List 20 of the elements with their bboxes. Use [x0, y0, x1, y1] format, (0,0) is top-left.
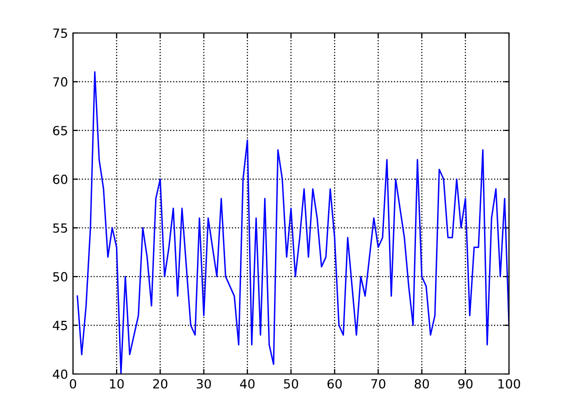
y-tick-label: 60: [53, 174, 68, 184]
x-tick-label: 10: [110, 379, 124, 389]
x-tick-label: 90: [458, 379, 473, 389]
x-tick-label: 100: [498, 379, 520, 389]
y-tick-label: 55: [53, 223, 68, 233]
y-tick-label: 45: [52, 320, 68, 330]
x-tick-label: 60: [328, 379, 342, 389]
x-tick-label: 20: [153, 379, 168, 389]
y-tick-label: 75: [53, 28, 68, 38]
x-tick-label: 40: [240, 379, 255, 389]
y-tick-label: 40: [52, 369, 68, 379]
x-tick-label: 80: [414, 379, 429, 389]
x-tick-label: 50: [284, 379, 298, 389]
y-tick-label: 70: [53, 77, 68, 87]
x-tick-label: 70: [371, 379, 386, 389]
y-tick-label: 65: [53, 126, 68, 136]
x-tick-label: 30: [196, 379, 211, 389]
y-tick-label: 50: [53, 272, 68, 282]
line-series: [76, 71, 509, 374]
x-tick-label: 0: [70, 379, 76, 389]
